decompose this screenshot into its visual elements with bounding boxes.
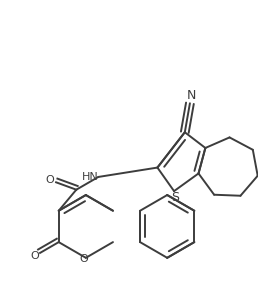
Text: O: O <box>80 254 88 264</box>
Text: S: S <box>171 191 179 205</box>
Text: N: N <box>186 89 196 102</box>
Text: HN: HN <box>82 172 98 182</box>
Text: O: O <box>31 251 39 261</box>
Text: O: O <box>45 175 54 185</box>
